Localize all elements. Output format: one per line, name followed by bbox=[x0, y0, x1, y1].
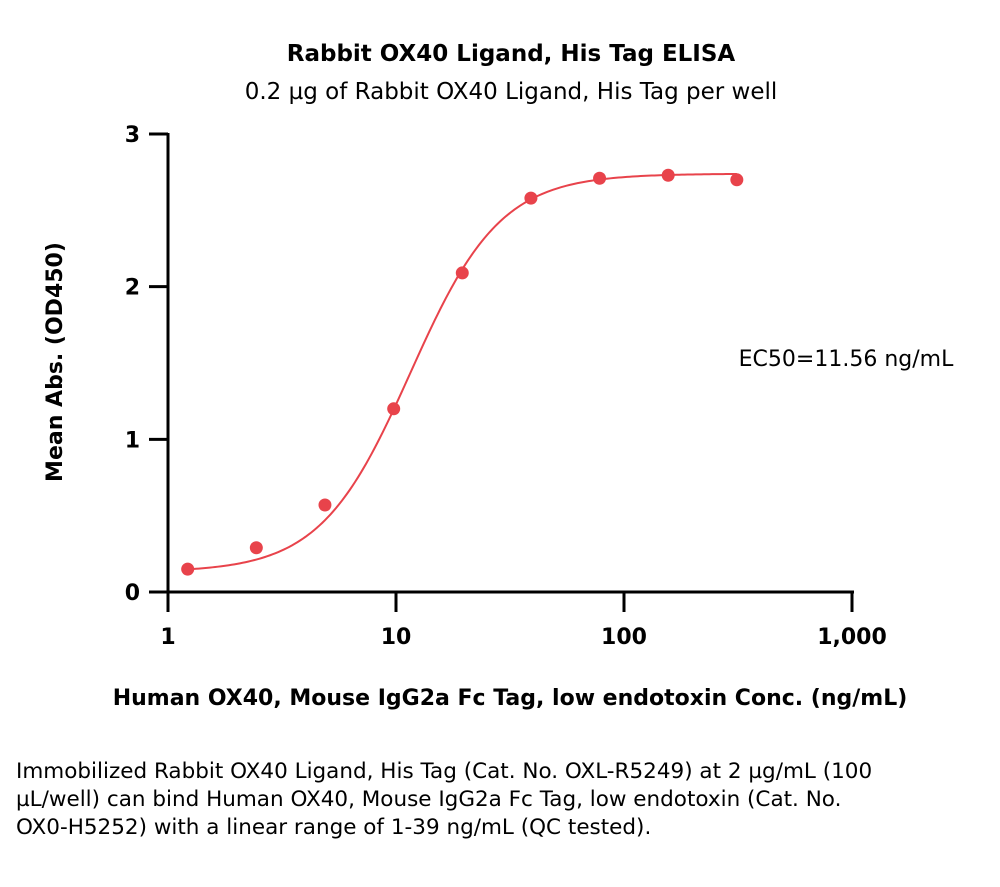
data-point bbox=[318, 498, 332, 512]
chart-subtitle: 0.2 µg of Rabbit OX40 Ligand, His Tag pe… bbox=[245, 79, 778, 105]
y-tick-label: 0 bbox=[125, 581, 140, 606]
data-point bbox=[730, 173, 744, 187]
x-tick-label: 1 bbox=[160, 625, 175, 650]
y-ticks: 0 1 2 3 bbox=[125, 123, 168, 606]
chart-title: Rabbit OX40 Ligand, His Tag ELISA bbox=[287, 41, 736, 67]
data-point bbox=[661, 168, 675, 182]
data-point bbox=[387, 402, 401, 416]
data-point bbox=[455, 266, 469, 280]
x-tick-label: 100 bbox=[601, 625, 647, 650]
x-axis-label: Human OX40, Mouse IgG2a Fc Tag, low endo… bbox=[113, 686, 908, 711]
y-tick-label: 3 bbox=[125, 123, 140, 148]
data-point bbox=[249, 541, 263, 555]
fit-curve bbox=[187, 172, 737, 571]
x-tick-label: 10 bbox=[381, 625, 412, 650]
x-ticks: 1 10 100 1,000 bbox=[160, 592, 887, 650]
axes bbox=[149, 133, 854, 594]
ec50-annotation: EC50=11.56 ng/mL bbox=[739, 347, 954, 372]
x-tick-label: 1,000 bbox=[817, 625, 887, 650]
data-point bbox=[524, 191, 538, 205]
y-axis-label: Mean Abs. (OD450) bbox=[43, 242, 68, 482]
y-tick-label: 1 bbox=[125, 428, 140, 453]
data-point bbox=[181, 562, 195, 576]
y-tick-label: 2 bbox=[125, 276, 140, 301]
data-points bbox=[181, 168, 744, 576]
figure-caption: Immobilized Rabbit OX40 Ligand, His Tag … bbox=[16, 759, 873, 840]
data-point bbox=[593, 171, 607, 185]
